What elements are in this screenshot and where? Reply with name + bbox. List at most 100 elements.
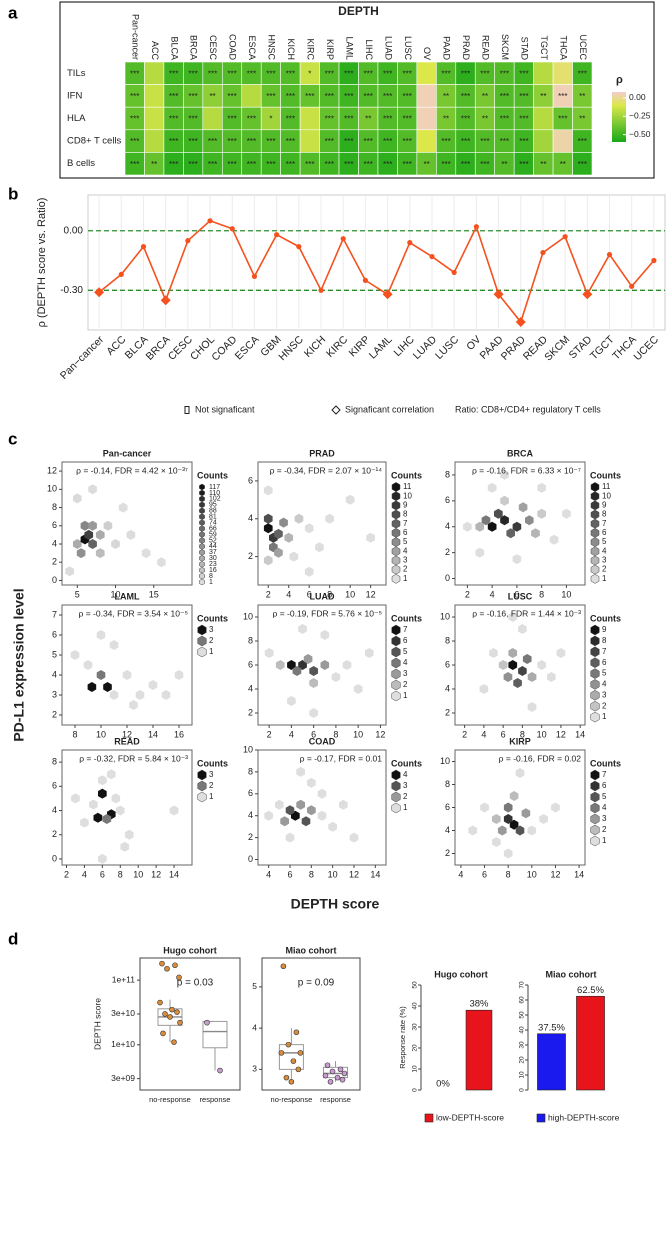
point (172, 962, 178, 969)
column-label: KIRC (305, 38, 315, 60)
hexbin (317, 788, 327, 799)
row-label: B cells (67, 158, 95, 169)
legend-label: low-DEPTH-score (436, 1112, 504, 1122)
significance-label: *** (169, 137, 178, 146)
significance-label: *** (130, 137, 139, 146)
plot-title: READ (114, 736, 140, 746)
hexbin (521, 808, 531, 819)
point (337, 1066, 344, 1073)
hexbin (487, 521, 497, 532)
hexbin (107, 769, 116, 780)
heatmap-cell (144, 129, 165, 153)
legend-hex (590, 657, 600, 668)
x-tick-label: 8 (520, 729, 525, 739)
y-tick-label: 20 (412, 1044, 419, 1052)
row-label: CD8+ T cells (67, 136, 122, 147)
y-tick-label: 6 (445, 802, 450, 812)
legend-hex (590, 564, 600, 575)
legend-label: 2 (602, 701, 607, 710)
legend-label: 6 (602, 528, 607, 537)
hexbin (285, 805, 295, 816)
legend-title: Counts (590, 470, 621, 480)
marker (562, 234, 568, 240)
hexbin (527, 702, 537, 712)
legend-hex (590, 690, 600, 701)
legend-hex (590, 668, 600, 679)
panel-label: d (8, 929, 18, 948)
legend-label: 9 (403, 500, 408, 509)
significance-label: *** (169, 69, 178, 78)
y-tick-label: 3e+09 (111, 1073, 135, 1083)
x-tick-label: KIRC (324, 333, 351, 360)
hexbin (479, 684, 489, 694)
point (167, 1014, 173, 1020)
legend-hex (391, 509, 401, 520)
point (341, 1070, 348, 1077)
x-tick-label: ESCA (233, 334, 262, 363)
point (327, 1078, 334, 1085)
hexbin (331, 672, 341, 682)
y-tick-label: 2 (248, 832, 253, 842)
legend-title: Counts (197, 613, 228, 623)
legend-hex (590, 482, 600, 492)
legend-label: 74 (209, 519, 217, 526)
significance-label: *** (188, 92, 197, 101)
heatmap-cell (144, 61, 165, 85)
legend-hex (391, 679, 401, 691)
legend-hex (590, 555, 600, 566)
plot-background (87, 194, 666, 331)
legend-hex (199, 566, 205, 574)
hexbin (463, 521, 472, 532)
significance-label: ** (579, 115, 585, 124)
legend-label: 7 (602, 770, 607, 779)
hexbin (118, 502, 128, 513)
plot-title: PRAD (309, 448, 335, 458)
hexbin (298, 660, 307, 670)
y-tick-label: 4 (52, 669, 57, 679)
legend-hex (590, 509, 600, 520)
hexbin (263, 555, 273, 566)
line-series (98, 219, 655, 324)
legend-title: Counts (590, 613, 621, 623)
y-tick-label: 6 (445, 495, 450, 505)
significance-label: * (269, 115, 272, 124)
legend-hex (590, 679, 600, 690)
hexbin (342, 660, 352, 670)
significance-label: *** (227, 69, 236, 78)
legend-label: 4 (602, 680, 607, 689)
significance-label: *** (325, 137, 334, 146)
x-tick-label: 8 (327, 589, 332, 599)
significance-label: *** (227, 115, 236, 124)
significance-label: *** (286, 92, 295, 101)
significance-label: ** (443, 92, 449, 101)
legend-hex (199, 531, 205, 538)
legend-hex (590, 780, 600, 792)
column-label: ESCA (247, 35, 257, 60)
column-label: SKCM (500, 34, 510, 60)
hexbin (307, 777, 316, 788)
hexbin (365, 648, 374, 658)
hexbin (280, 816, 289, 827)
x-tick-label: TGCT (588, 333, 617, 362)
significance-label: *** (344, 160, 353, 169)
significance-label: *** (344, 92, 353, 101)
hexbin (109, 690, 119, 700)
point (293, 1029, 300, 1036)
hexbin (122, 670, 132, 680)
annotation: ρ = -0.32, FDR = 5.84 × 10⁻³ (79, 753, 188, 763)
y-tick-label: 4 (248, 810, 253, 820)
marker (473, 224, 479, 230)
hexbin (353, 684, 363, 694)
plot-title: COAD (309, 736, 336, 746)
legend-label: 37 (209, 549, 217, 556)
hexbin (284, 532, 294, 543)
hexbin (296, 766, 305, 777)
hexbin (88, 539, 97, 549)
y-tick-label: 6 (248, 475, 253, 485)
annotation: ρ = -0.16, FDR = 0.02 (499, 753, 582, 763)
legend-icon (184, 406, 190, 414)
hexbin (527, 825, 537, 836)
hexbin (481, 515, 491, 526)
legend-label: 3 (602, 814, 607, 823)
legend-hex (199, 549, 205, 556)
